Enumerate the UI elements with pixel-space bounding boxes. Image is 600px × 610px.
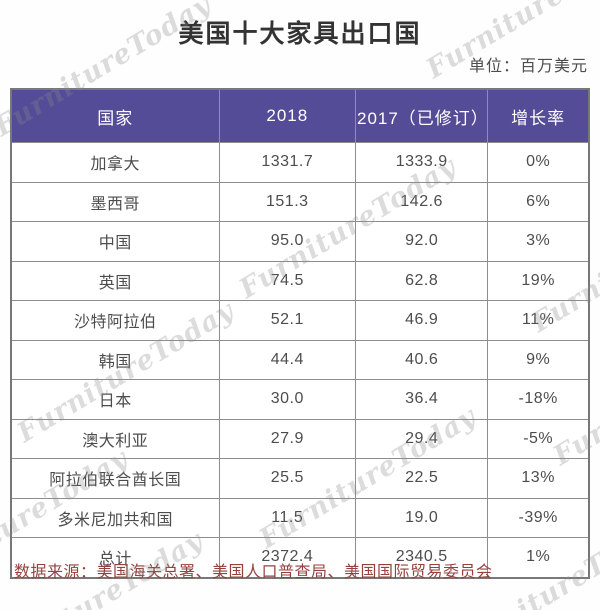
value-cell: -39%	[487, 497, 590, 538]
value-cell: 9%	[487, 339, 590, 380]
table-row: 澳大利亚 27.9 29.4 -5%	[10, 418, 590, 459]
value-cell: 3%	[487, 221, 590, 262]
value-cell: 62.8	[354, 260, 489, 301]
value-cell: 142.6	[354, 181, 489, 222]
table-row: 总计 2372.4 2340.5 1%	[10, 537, 590, 578]
table-header-row: 国家 2018 2017（已修订） 增长率	[11, 89, 589, 143]
value-cell: 19.0	[354, 497, 489, 538]
value-cell: 2340.5	[354, 537, 489, 578]
table-row: 韩国 44.4 40.6 9%	[10, 339, 590, 380]
table-row: 沙特阿拉伯 52.1 46.9 11%	[10, 300, 590, 341]
value-cell: 29.4	[354, 418, 489, 459]
table-row: 墨西哥 151.3 142.6 6%	[10, 181, 590, 222]
country-cell: 中国	[10, 221, 220, 262]
value-cell: 52.1	[218, 300, 356, 341]
value-cell: 74.5	[218, 260, 356, 301]
value-cell: -5%	[487, 418, 590, 459]
table-row: 加拿大 1331.7 1333.9 0%	[10, 142, 590, 183]
value-cell: 22.5	[354, 458, 489, 499]
value-cell: 30.0	[218, 379, 356, 420]
table-row: 阿拉伯联合酋长国 25.5 22.5 13%	[10, 458, 590, 499]
country-cell: 英国	[10, 260, 220, 301]
value-cell: 11.5	[218, 497, 356, 538]
value-cell: 2372.4	[218, 537, 356, 578]
value-cell: 1331.7	[218, 142, 356, 183]
value-cell: 46.9	[354, 300, 489, 341]
country-cell: 沙特阿拉伯	[10, 300, 220, 341]
source-note: 数据来源：美国海关总署、美国人口普查局、美国国际贸易委员会	[14, 564, 493, 581]
value-cell: 151.3	[218, 181, 356, 222]
country-cell: 韩国	[10, 339, 220, 380]
country-cell: 日本	[10, 379, 220, 420]
value-cell: 1333.9	[354, 142, 489, 183]
value-cell: 25.5	[218, 458, 356, 499]
country-cell: 墨西哥	[10, 181, 220, 222]
export-table: 国家 2018 2017（已修订） 增长率 加拿大 1331.7 1333.9 0% 墨西哥 1…	[10, 88, 590, 579]
country-cell: 总计	[10, 537, 220, 578]
country-cell: 阿拉伯联合酋长国	[10, 458, 220, 499]
value-cell: 6%	[487, 181, 590, 222]
table-row: 多米尼加共和国 11.5 19.0 -39%	[10, 497, 590, 538]
value-cell: 92.0	[354, 221, 489, 262]
value-cell: 36.4	[354, 379, 489, 420]
country-cell: 多米尼加共和国	[10, 497, 220, 538]
value-cell: 1%	[487, 537, 590, 578]
column-header-3: 增长率	[487, 89, 589, 143]
table-row: 日本 30.0 36.4 -18%	[10, 379, 590, 420]
table-row: 中国 95.0 92.0 3%	[10, 221, 590, 262]
value-cell: 27.9	[218, 418, 356, 459]
column-header-1: 2018	[218, 89, 356, 143]
value-cell: 95.0	[218, 221, 356, 262]
column-header-0: 国家	[11, 89, 220, 143]
value-cell: 13%	[487, 458, 590, 499]
page-title: 美国十大家具出口国	[178, 20, 422, 48]
country-cell: 澳大利亚	[10, 418, 220, 459]
value-cell: 40.6	[354, 339, 489, 380]
value-cell: 44.4	[218, 339, 356, 380]
value-cell: 11%	[487, 300, 590, 341]
value-cell: 19%	[487, 260, 590, 301]
table-body: 加拿大 1331.7 1333.9 0% 墨西哥 151.3 142.6 6% 中国 95.0 92…	[10, 142, 590, 578]
value-cell: -18%	[487, 379, 590, 420]
table-row: 英国 74.5 62.8 19%	[10, 260, 590, 301]
value-cell: 0%	[487, 142, 590, 183]
unit-label: 单位：百万美元	[468, 58, 588, 75]
country-cell: 加拿大	[10, 142, 220, 183]
column-header-2: 2017（已修订）	[354, 89, 488, 143]
